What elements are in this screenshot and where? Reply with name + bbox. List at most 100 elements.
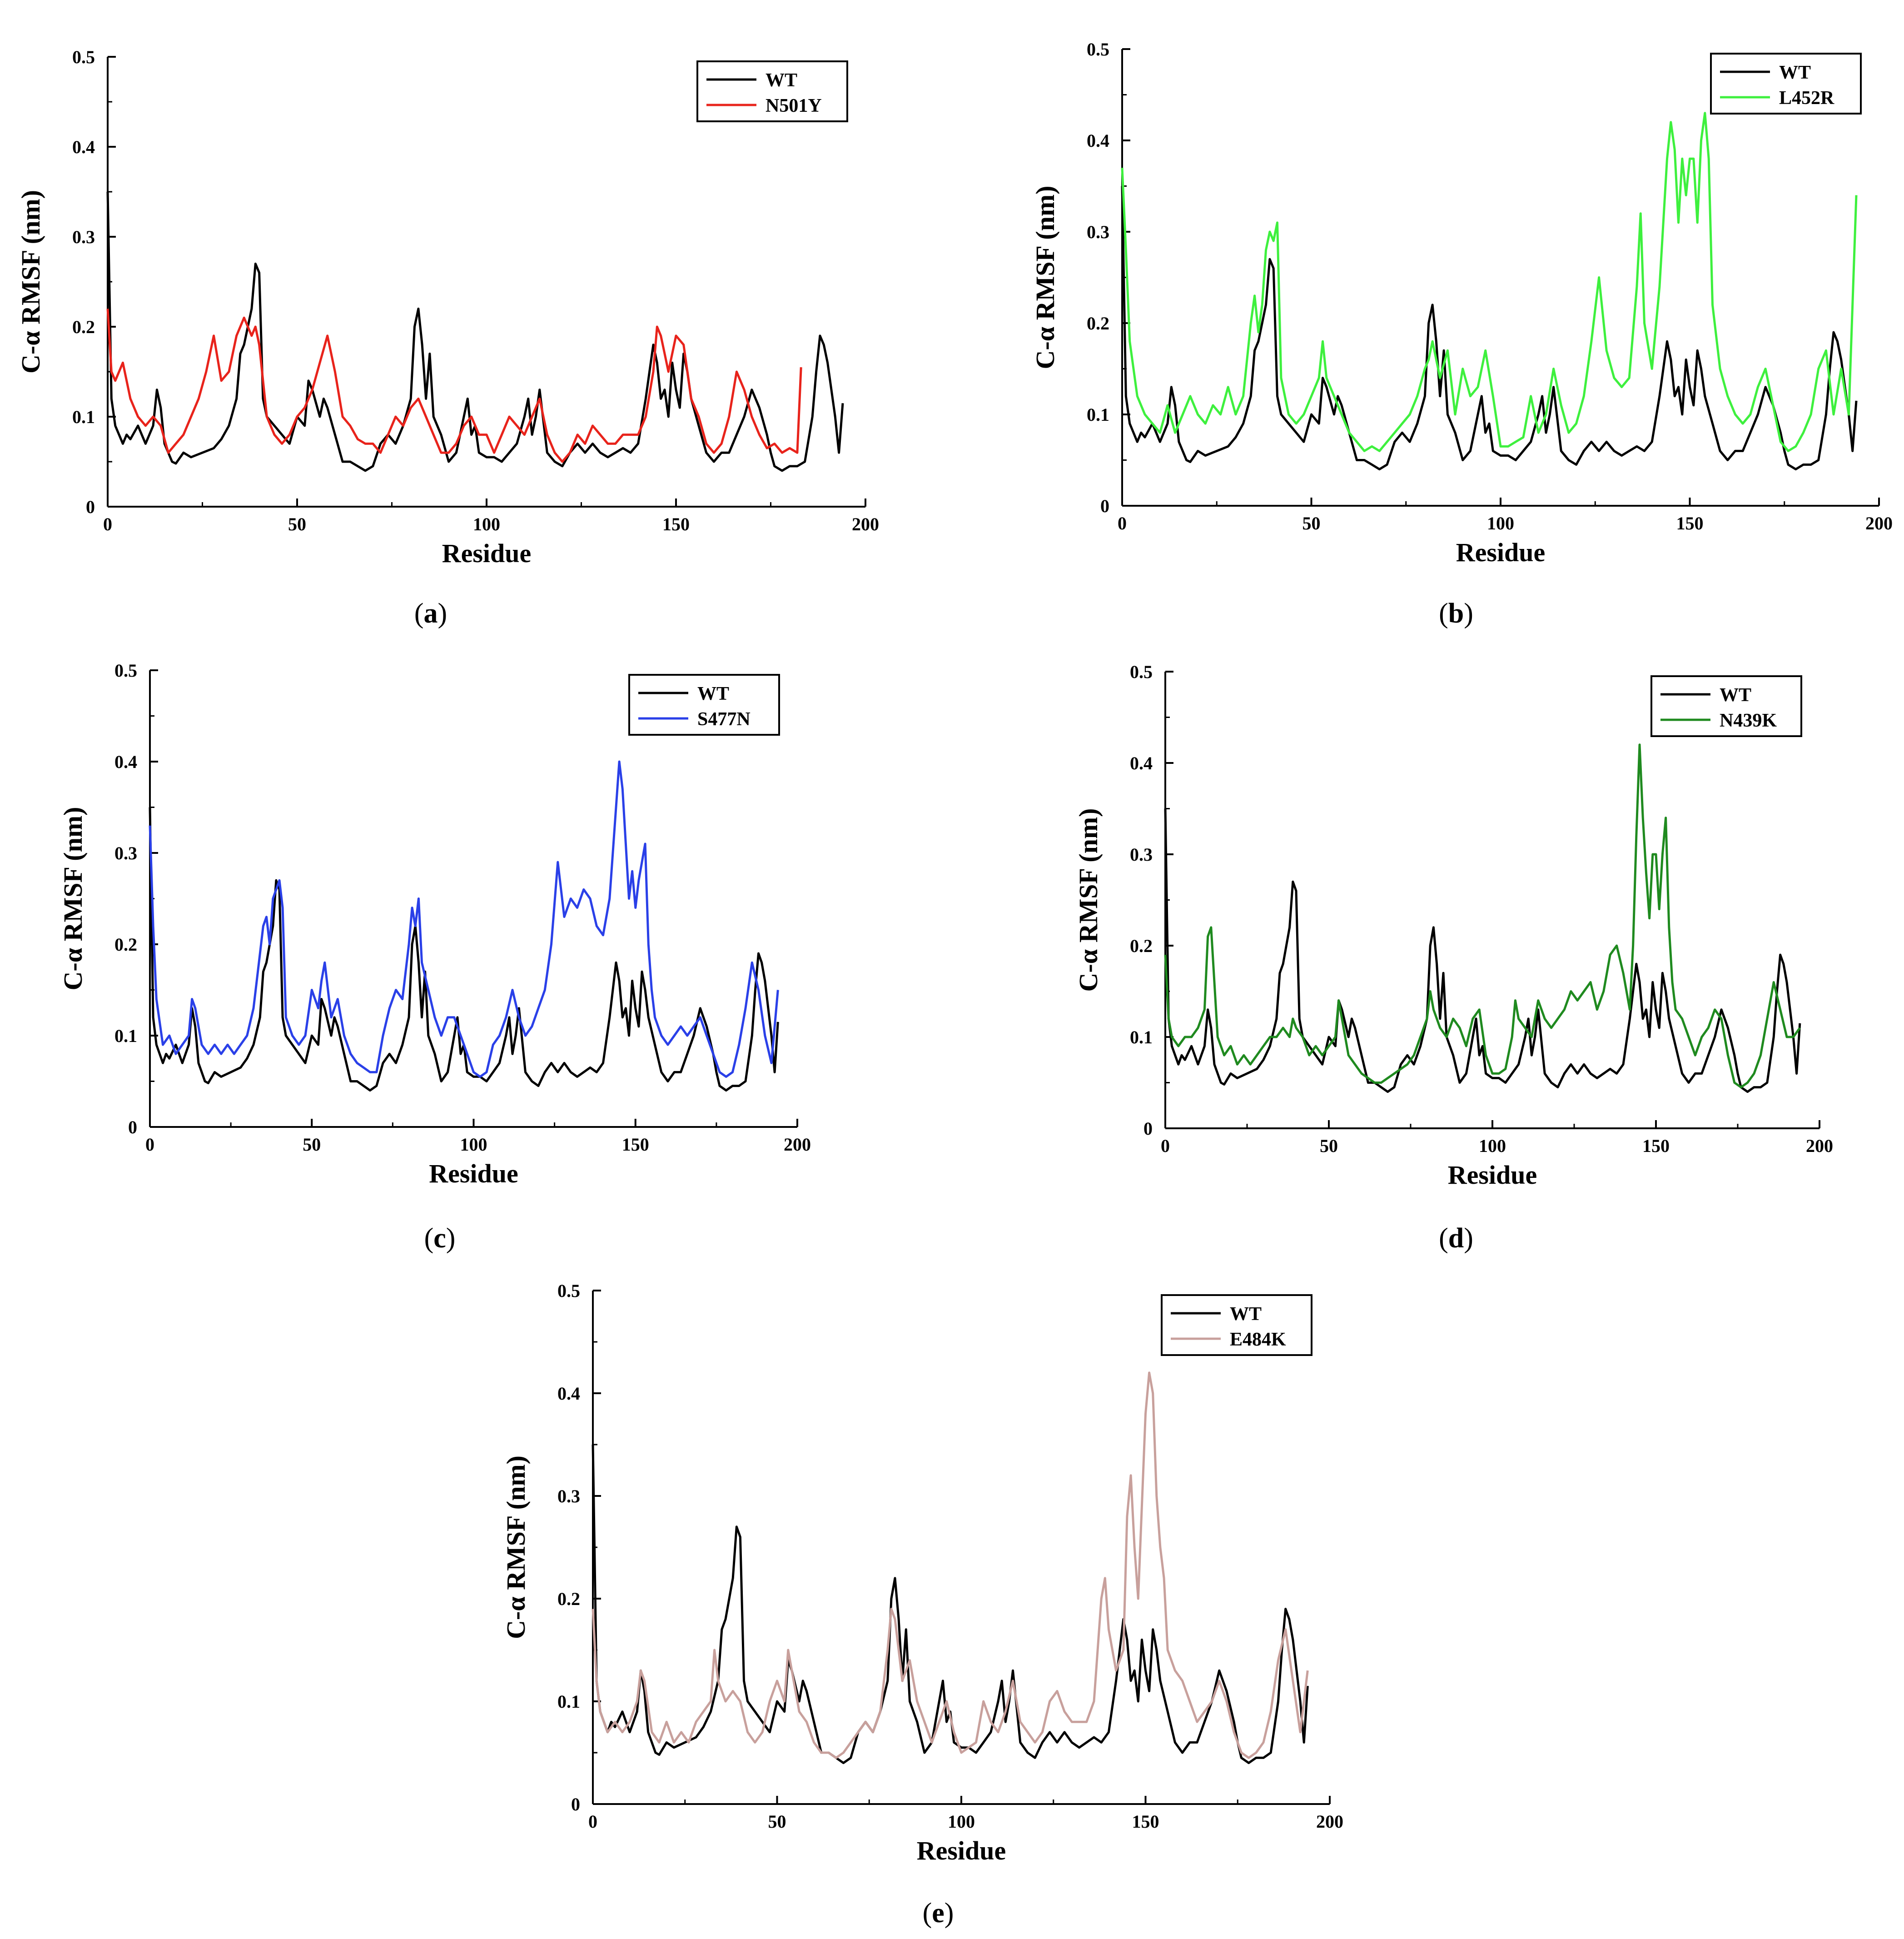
x-tick-label: 50 bbox=[288, 514, 306, 534]
panel-caption: (d) bbox=[1439, 1223, 1473, 1254]
series-line-wt bbox=[1121, 186, 1858, 471]
legend-label-wt: WT bbox=[1720, 685, 1751, 706]
panel-caption: (a) bbox=[414, 598, 447, 629]
series-line-n439k bbox=[1164, 743, 1801, 1089]
x-tick-label: 200 bbox=[1865, 513, 1893, 533]
legend-box bbox=[1650, 675, 1802, 737]
legend-label-wt: WT bbox=[766, 70, 797, 91]
panel-caption: (b) bbox=[1439, 598, 1473, 629]
y-tick-label: 0.5 bbox=[114, 660, 137, 681]
series-line-s477n bbox=[149, 760, 779, 1078]
y-tick-label: 0.3 bbox=[72, 227, 95, 247]
x-tick-label: 0 bbox=[1161, 1136, 1170, 1156]
x-tick-label: 50 bbox=[1302, 513, 1321, 533]
y-axis-title: C-α RMSF (nm) bbox=[16, 190, 45, 374]
x-tick-label: 150 bbox=[1132, 1811, 1159, 1832]
y-axis-title: C-α RMSF (nm) bbox=[1030, 186, 1060, 369]
y-tick-label: 0.3 bbox=[1130, 844, 1153, 865]
chart-panel-c: 0 50 100 150 200 0 0.1 0.2 0.3 0.4 0.5 Residue C-α R… bbox=[58, 660, 811, 1254]
x-tick-label: 150 bbox=[1676, 513, 1704, 533]
legend-box bbox=[1710, 53, 1862, 115]
x-tick-label: 100 bbox=[1487, 513, 1514, 533]
chart-panel-e: 0 50 100 150 200 0 0.1 0.2 0.3 0.4 0.5 Residue C-α R… bbox=[501, 1281, 1343, 1929]
x-tick-label: 0 bbox=[1118, 513, 1127, 533]
legend: WT S477N bbox=[628, 674, 780, 736]
x-tick-label: 100 bbox=[948, 1811, 975, 1832]
y-tick-label: 0.4 bbox=[72, 137, 95, 157]
y-tick-label: 0 bbox=[128, 1117, 137, 1137]
y-tick-label: 0.2 bbox=[1087, 313, 1109, 334]
legend-label-l452r: L452R bbox=[1779, 88, 1834, 109]
x-tick-label: 100 bbox=[460, 1134, 487, 1155]
x-tick-label: 150 bbox=[622, 1134, 649, 1155]
y-tick-label: 0 bbox=[1143, 1118, 1153, 1139]
legend-label-n439k: N439K bbox=[1720, 710, 1777, 731]
y-tick-label: 0 bbox=[86, 497, 95, 517]
chart-panel-a: 0 50 100 150 200 0 0.1 0.2 0.3 0.4 0.5 Residue C-α R… bbox=[16, 47, 879, 629]
x-tick-label: 200 bbox=[852, 514, 879, 534]
x-tick-label: 150 bbox=[662, 514, 690, 534]
x-tick-label: 0 bbox=[103, 514, 112, 534]
y-tick-label: 0.2 bbox=[1130, 936, 1153, 956]
x-axis-title: Residue bbox=[442, 538, 532, 568]
y-tick-label: 0.5 bbox=[1087, 39, 1109, 60]
series-line-wt bbox=[106, 191, 844, 472]
x-tick-label: 50 bbox=[303, 1134, 321, 1155]
legend-box bbox=[628, 674, 780, 736]
legend: WT E484K bbox=[1161, 1294, 1312, 1356]
y-tick-label: 0.5 bbox=[1130, 662, 1153, 682]
y-axis-title: C-α RMSF (nm) bbox=[58, 807, 88, 991]
y-tick-label: 0.1 bbox=[557, 1691, 580, 1712]
y-tick-label: 0 bbox=[571, 1794, 580, 1814]
y-tick-label: 0 bbox=[1100, 496, 1109, 516]
y-axis-title: C-α RMSF (nm) bbox=[501, 1455, 531, 1639]
y-tick-label: 0.3 bbox=[114, 843, 137, 863]
y-tick-label: 0.4 bbox=[114, 752, 137, 772]
series-line-wt bbox=[592, 1444, 1309, 1765]
y-tick-label: 0.5 bbox=[72, 47, 95, 67]
x-tick-label: 100 bbox=[473, 514, 500, 534]
x-tick-label: 200 bbox=[1806, 1136, 1833, 1156]
y-tick-label: 0.1 bbox=[114, 1026, 137, 1046]
x-tick-label: 200 bbox=[1316, 1811, 1343, 1832]
series-line-e484k bbox=[592, 1371, 1309, 1759]
legend: WT N501Y bbox=[696, 60, 848, 122]
legend-label-n501y: N501Y bbox=[766, 95, 822, 116]
y-tick-label: 0.1 bbox=[72, 407, 95, 427]
panel-caption: (c) bbox=[424, 1223, 456, 1254]
y-tick-label: 0.2 bbox=[72, 317, 95, 337]
legend-label-s477n: S477N bbox=[697, 709, 751, 730]
legend: WT N439K bbox=[1650, 675, 1802, 737]
y-tick-label: 0.2 bbox=[114, 934, 137, 955]
y-tick-label: 0.1 bbox=[1130, 1027, 1153, 1047]
x-tick-label: 200 bbox=[784, 1134, 811, 1155]
series-line-wt bbox=[1164, 808, 1801, 1093]
legend-label-wt: WT bbox=[1230, 1304, 1262, 1325]
y-axis-title: C-α RMSF (nm) bbox=[1074, 808, 1103, 992]
x-axis-title: Residue bbox=[1456, 538, 1546, 567]
y-tick-label: 0.5 bbox=[557, 1281, 580, 1301]
legend-box bbox=[1161, 1294, 1312, 1356]
legend-label-wt: WT bbox=[697, 683, 729, 704]
chart-panel-d: 0 50 100 150 200 0 0.1 0.2 0.3 0.4 0.5 Residue C-α R… bbox=[1074, 662, 1833, 1254]
x-tick-label: 0 bbox=[588, 1811, 597, 1832]
y-tick-label: 0.4 bbox=[1087, 130, 1109, 151]
legend: WT L452R bbox=[1710, 53, 1862, 115]
x-tick-label: 50 bbox=[768, 1811, 786, 1832]
x-tick-label: 0 bbox=[145, 1134, 154, 1155]
panel-caption: (e) bbox=[923, 1898, 954, 1929]
y-tick-label: 0.1 bbox=[1087, 404, 1109, 425]
x-tick-label: 50 bbox=[1320, 1136, 1338, 1156]
x-axis-title: Residue bbox=[429, 1159, 518, 1188]
x-axis-title: Residue bbox=[917, 1836, 1006, 1865]
y-tick-label: 0.2 bbox=[557, 1589, 580, 1609]
y-tick-label: 0.3 bbox=[557, 1486, 580, 1506]
legend-label-wt: WT bbox=[1779, 62, 1811, 83]
y-tick-label: 0.4 bbox=[557, 1383, 580, 1404]
x-tick-label: 100 bbox=[1479, 1136, 1506, 1156]
x-tick-label: 150 bbox=[1642, 1136, 1670, 1156]
legend-label-e484k: E484K bbox=[1230, 1329, 1286, 1350]
x-axis-title: Residue bbox=[1448, 1160, 1537, 1190]
chart-panel-b: 0 50 100 150 200 0 0.1 0.2 0.3 0.4 0.5 Residue C-α R… bbox=[1030, 39, 1893, 629]
